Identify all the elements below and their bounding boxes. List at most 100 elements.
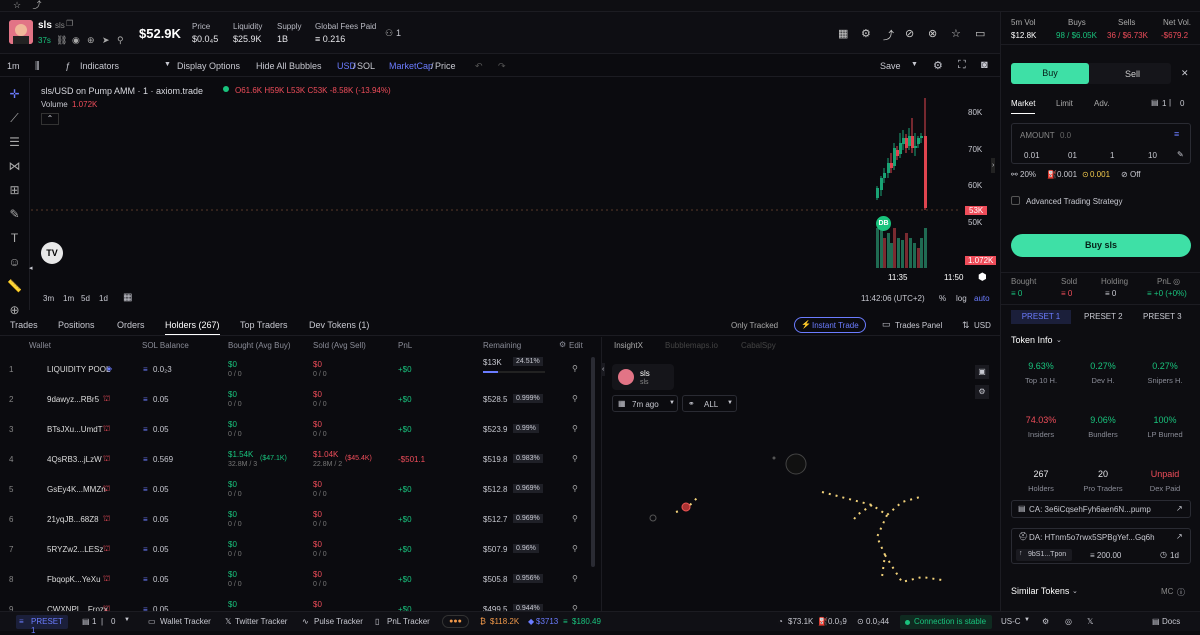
tab-dev-tokens[interactable]: Dev Tokens (1) xyxy=(309,320,370,330)
discord-icon[interactable]: ◎ xyxy=(1065,617,1072,626)
preset-2-tab[interactable]: PRESET 2 xyxy=(1084,312,1123,321)
gear-icon[interactable]: ⚙ xyxy=(559,340,567,349)
settings-icon[interactable]: ⚙ xyxy=(1042,617,1050,626)
web-icon[interactable]: ◉ xyxy=(72,35,80,45)
link-icon[interactable]: ⛓ xyxy=(56,35,68,45)
log-toggle[interactable]: log xyxy=(956,294,967,303)
buy-tab[interactable]: Buy xyxy=(1011,63,1089,84)
preset-amount-3[interactable]: 1 xyxy=(1110,151,1115,160)
patterns-icon[interactable]: ⋈ xyxy=(8,159,21,173)
usd-button[interactable]: USD xyxy=(974,321,991,330)
wallet-address[interactable]: CWXNPL...Frozx xyxy=(47,605,108,611)
chain-selector[interactable]: ●●● xyxy=(442,615,469,628)
filter-icon[interactable]: ⚲ xyxy=(572,544,578,553)
favorite-icon[interactable]: ☆ xyxy=(951,28,961,40)
brush-icon[interactable]: ✎ xyxy=(9,207,20,221)
table-row[interactable]: 5 GsEy4K...MMZn ⛫ ≡ 0.05 $0 0 / 0 $0 0 /… xyxy=(0,474,590,504)
tab-insightx[interactable]: InsightX xyxy=(614,341,643,350)
tab-orders[interactable]: Orders xyxy=(117,320,145,330)
table-row[interactable]: 6 21yqJB...68Z8 ⛫ ≡ 0.05 $0 0 / 0 $0 0 /… xyxy=(0,504,590,534)
hide-icon[interactable]: ⊘ xyxy=(905,28,915,40)
similar-tokens-title[interactable]: Similar Tokens xyxy=(1011,586,1070,596)
status-balance[interactable]: 0 xyxy=(111,617,116,626)
order-limit-tab[interactable]: Limit xyxy=(1056,99,1073,108)
filter-icon[interactable]: ⚲ xyxy=(572,454,578,463)
col-sold[interactable]: Sold (Avg Sell) xyxy=(313,341,366,350)
filter-icon[interactable]: ⚲ xyxy=(572,604,578,611)
wallet-address[interactable]: 9dawyz...RBr5 xyxy=(47,395,100,404)
collapse-legend-button[interactable]: ⌃ xyxy=(41,113,59,125)
region-select[interactable]: US-C xyxy=(1001,617,1021,626)
table-row[interactable]: 3 BTsJXu...UmdT ⛫ ≡ 0.05 $0 0 / 0 $0 0 /… xyxy=(0,414,590,444)
price-toggle[interactable]: Price xyxy=(435,61,456,71)
grid-icon[interactable]: ▦ xyxy=(838,28,849,40)
table-row[interactable]: 9 CWXNPL...Frozx ⛫ ≡ 0.05 $0 $0 +$0 $499… xyxy=(0,594,590,611)
wallet-cluster-graph[interactable] xyxy=(602,337,1000,607)
share-icon[interactable]: ⤴ xyxy=(883,30,894,42)
filter-icon[interactable]: ⚲ xyxy=(572,394,578,403)
wallet-address[interactable]: LIQUIDITY POOL xyxy=(47,365,111,374)
tab-cabalspy[interactable]: CabalSpy xyxy=(741,341,776,350)
trade-settings[interactable]: ⚯ 20% ⛽ 0.001 ⊙ 0.001 ⊘ Off xyxy=(1011,170,1191,182)
scroll-left-icon[interactable]: ◂ xyxy=(29,265,33,272)
col-wallet[interactable]: Wallet xyxy=(29,341,51,350)
preset-selector[interactable]: ≡ PRESET 1 xyxy=(16,615,68,635)
buy-token-button[interactable]: Buy sls xyxy=(1011,234,1191,257)
tab-trades[interactable]: Trades xyxy=(10,320,38,330)
tab-top-traders[interactable]: Top Traders xyxy=(240,320,288,330)
insight-token-chip[interactable]: sls sls xyxy=(612,364,674,390)
candle-type-icon[interactable]: ⫼ xyxy=(35,61,40,72)
layout-icon[interactable]: ▣ xyxy=(975,365,989,379)
order-market-tab[interactable]: Market xyxy=(1011,99,1036,114)
tab-positions[interactable]: Positions xyxy=(58,320,95,330)
wallet-tracker[interactable]: Wallet Tracker xyxy=(160,617,211,626)
ruler-icon[interactable]: 📏 xyxy=(7,279,22,293)
trades-panel-button[interactable]: Trades Panel xyxy=(895,321,943,330)
dev-wallet-chip[interactable]: ↑ 9bS1...Tpon xyxy=(1016,549,1072,561)
wallet-address[interactable]: FbqopK...YeXu xyxy=(47,575,101,584)
indicators-button[interactable]: Indicators xyxy=(80,61,120,71)
only-tracked-toggle[interactable]: Only Tracked xyxy=(731,321,779,330)
pct-toggle[interactable]: % xyxy=(939,294,947,303)
insight-time-select[interactable]: ▦ 7m ago ▼ xyxy=(612,395,678,412)
text-icon[interactable]: T xyxy=(10,231,19,245)
dev-address[interactable]: ⛑ DA: HTnm5o7rwx5SPBgYef...Gq6h ↗ ↑ 9bS1… xyxy=(1011,528,1191,564)
filter-icon[interactable]: ⚲ xyxy=(572,574,578,583)
price-chart[interactable]: sls/USD on Pump AMM · 1 · axiom.trade O6… xyxy=(29,78,1000,310)
globe-icon[interactable]: ⊕ xyxy=(87,35,95,45)
chevron-down-icon[interactable]: ⌄ xyxy=(1072,588,1078,595)
instant-trade-button[interactable]: ⚡ Instant Trade xyxy=(794,317,866,333)
preset-amount-1[interactable]: 0.01 xyxy=(1024,151,1040,160)
insight-filter-select[interactable]: ⚭ ALL ▼ xyxy=(682,395,737,412)
insight-collapse-icon[interactable]: ‹ xyxy=(601,363,606,376)
col-edit[interactable]: Edit xyxy=(569,341,583,350)
contract-address[interactable]: ▤ CA: 3e6iCqsehFyh6aen6N...pump ↗ xyxy=(1011,500,1191,518)
sol-toggle[interactable]: SOL xyxy=(357,61,376,71)
undo-icon[interactable]: ↶ xyxy=(475,61,483,71)
table-row[interactable]: 7 5RYZw2...LESz ⛫ ≡ 0.05 $0 0 / 0 $0 0 /… xyxy=(0,534,590,564)
wallet-address[interactable]: 21yqJB...68Z8 xyxy=(47,515,99,524)
docs-link[interactable]: Docs xyxy=(1162,617,1181,626)
token-info-title[interactable]: Token Info xyxy=(1011,335,1053,345)
col-pnl[interactable]: PnL xyxy=(398,341,413,350)
wallet-address[interactable]: BTsJXu...UmdT xyxy=(47,425,103,434)
col-remaining[interactable]: Remaining xyxy=(483,341,522,350)
search-icon[interactable]: ⚲ xyxy=(117,35,124,45)
preset-3-tab[interactable]: PRESET 3 xyxy=(1143,312,1182,321)
block-icon[interactable]: ⊗ xyxy=(928,28,938,40)
emoji-icon[interactable]: ☺ xyxy=(8,255,21,269)
pnl-tracker[interactable]: PnL Tracker xyxy=(387,617,430,626)
dev-buy-marker[interactable]: DB xyxy=(876,216,891,231)
telegram-icon[interactable]: ➤ xyxy=(102,35,110,45)
wallet-address[interactable]: 4QsRB3...jLzW xyxy=(47,455,102,464)
chevron-down-icon[interactable]: ▼ xyxy=(1024,617,1030,623)
table-row[interactable]: 1 LIQUIDITY POOL ◈ ≡ 0.0₂3 $0 0 / 0 $0 0… xyxy=(0,354,590,384)
edit-icon[interactable]: ✎ xyxy=(1177,150,1184,159)
wallet-balance[interactable]: 0 xyxy=(1180,99,1185,108)
range-5d[interactable]: 5d xyxy=(81,294,90,303)
chart-icon[interactable]: ⤴ xyxy=(32,0,42,10)
settings-dot-icon[interactable]: ⬢ xyxy=(978,272,987,283)
status-wallets[interactable]: 1 xyxy=(92,617,97,626)
copy-icon[interactable]: ❐ xyxy=(66,19,74,28)
trendline-icon[interactable]: ⟋ xyxy=(10,111,19,125)
